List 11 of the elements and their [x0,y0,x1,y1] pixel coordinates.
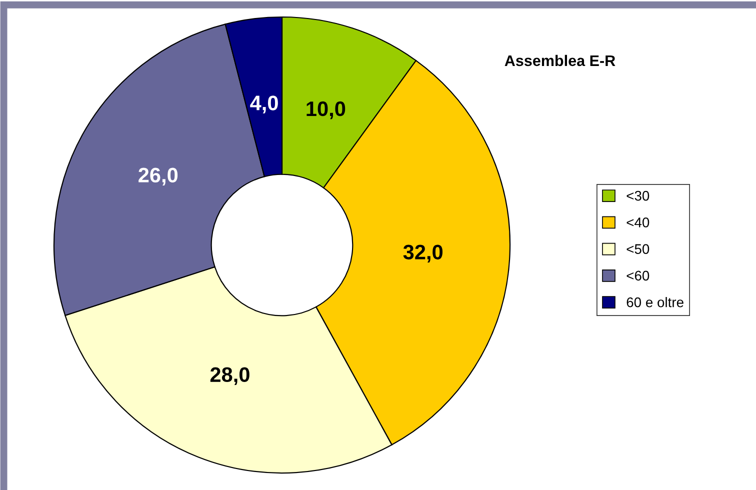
legend-label: <40 [626,218,650,228]
legend-label: <30 [626,190,650,201]
data-label: 32,0 [403,244,443,262]
legend-label: <60 [626,270,650,281]
data-label: 26,0 [138,168,178,186]
legend-label: <50 [626,244,650,254]
data-label: 4,0 [250,96,278,114]
legend-label: 60 e oltre [626,297,684,308]
data-label: 28,0 [210,367,250,386]
text: Assemblea E-R [504,54,616,66]
data-label: 10,0 [306,101,346,120]
